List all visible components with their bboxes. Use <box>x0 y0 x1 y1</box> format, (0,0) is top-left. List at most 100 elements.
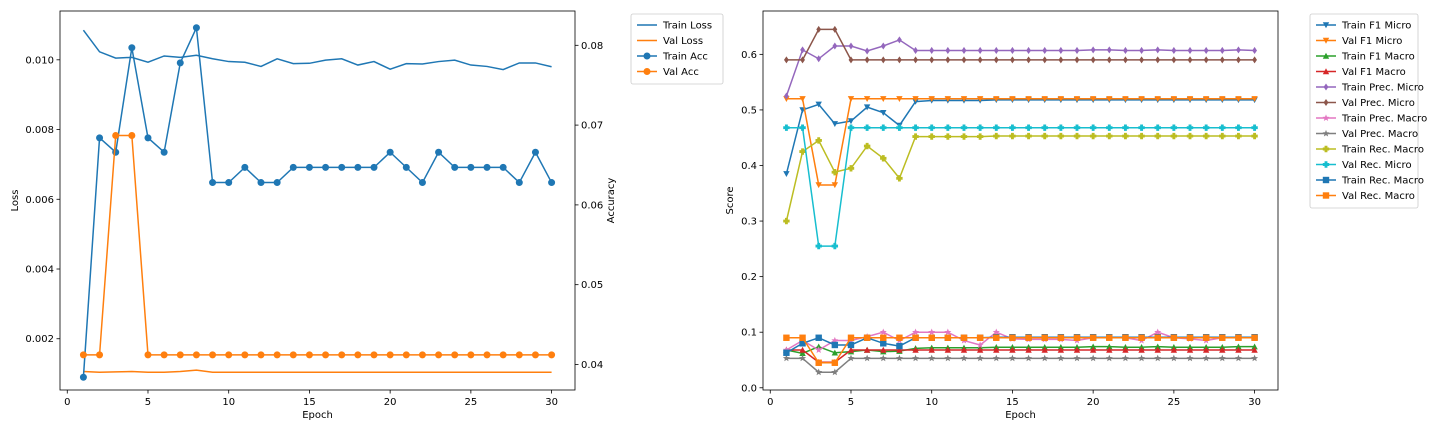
data-point <box>912 334 919 341</box>
data-point <box>880 56 886 64</box>
x-axis-label: Epoch <box>1005 410 1036 421</box>
data-point <box>1010 46 1015 54</box>
x-tick-label: 25 <box>1168 397 1181 408</box>
data-point <box>912 354 920 362</box>
series-line <box>785 39 1255 97</box>
y-tick-label-right: 0.08 <box>581 41 603 52</box>
data-point <box>1138 96 1145 103</box>
data-point <box>1057 96 1065 103</box>
data-point <box>976 96 984 103</box>
legend-item: Train Rec. Macro <box>1316 145 1424 156</box>
data-point <box>515 351 523 359</box>
data-point <box>370 163 378 171</box>
data-point <box>1139 56 1144 64</box>
data-point <box>832 42 838 50</box>
data-point <box>1041 124 1048 131</box>
data-point <box>816 55 822 63</box>
data-point <box>1202 132 1210 140</box>
legend-marker <box>1322 52 1330 59</box>
data-point <box>1025 132 1032 140</box>
data-point <box>944 328 952 336</box>
legend-item: Train F1 Macro <box>1316 52 1415 63</box>
data-point <box>192 24 200 32</box>
data-point <box>1202 346 1210 353</box>
data-point <box>1235 124 1242 131</box>
data-point <box>322 163 330 171</box>
series-train-f1-micro <box>783 97 1258 178</box>
data-point <box>1170 346 1178 353</box>
data-point <box>402 351 410 359</box>
data-point <box>863 104 871 111</box>
legend-label: Train Rec. Macro <box>1341 145 1424 156</box>
x-tick-label: 10 <box>925 397 938 408</box>
data-point <box>913 46 918 54</box>
data-point <box>1251 346 1258 353</box>
data-point <box>1106 346 1113 353</box>
data-point <box>783 217 790 225</box>
y-axis-left: 0.002 0.004 0.006 0.008 0.010 <box>25 55 60 345</box>
legend-label: Val Prec. Micro <box>1342 98 1415 109</box>
y-tick-label: 0.0 <box>741 383 757 394</box>
data-point <box>783 124 790 131</box>
data-point <box>531 351 539 359</box>
data-point <box>960 124 968 131</box>
data-point <box>160 148 168 156</box>
data-point <box>1106 132 1113 140</box>
data-point <box>993 46 999 54</box>
x-tick-label: 0 <box>64 397 70 408</box>
data-point <box>1121 354 1129 362</box>
data-point <box>993 56 999 64</box>
data-point <box>1186 334 1194 341</box>
data-point <box>928 328 936 336</box>
data-point <box>144 351 152 359</box>
data-point <box>1122 124 1129 131</box>
data-point <box>928 354 936 362</box>
data-point <box>1186 124 1194 131</box>
data-point <box>1170 96 1178 103</box>
data-point <box>993 334 1000 341</box>
data-point <box>160 351 168 359</box>
data-point <box>1202 334 1210 341</box>
data-point <box>912 133 919 140</box>
data-point <box>928 346 935 353</box>
data-point <box>783 171 790 178</box>
data-point <box>815 182 822 189</box>
data-point <box>831 359 839 366</box>
y-tick-label: 0.002 <box>25 334 54 345</box>
data-point <box>1154 343 1161 350</box>
data-point <box>879 354 887 362</box>
data-point <box>1025 346 1032 353</box>
data-point <box>176 59 184 67</box>
data-point <box>929 56 935 64</box>
data-point <box>847 334 855 341</box>
legend-item: Train Rec. Macro <box>1316 176 1424 187</box>
data-point <box>1009 346 1016 353</box>
plot-frame <box>59 10 576 391</box>
data-point <box>800 46 805 54</box>
data-point <box>225 179 233 187</box>
data-point <box>863 96 871 103</box>
data-point <box>960 96 968 103</box>
data-point <box>1186 346 1194 353</box>
data-point <box>912 96 919 103</box>
data-point <box>944 96 952 103</box>
data-point <box>960 346 968 353</box>
x-axis: 0 5 10 15 20 25 30 <box>767 390 1261 408</box>
y-tick-label-right: 0.07 <box>581 121 603 132</box>
data-point <box>1106 56 1112 64</box>
legend-label: Train Loss <box>662 21 712 32</box>
data-point <box>831 349 839 356</box>
data-point <box>992 328 1000 336</box>
data-point <box>1236 56 1241 64</box>
data-point <box>1041 132 1048 140</box>
data-point <box>1026 56 1031 64</box>
data-point <box>1057 354 1065 362</box>
legend-item: Train Acc <box>637 52 708 63</box>
x-tick-label: 30 <box>1248 397 1261 408</box>
data-point <box>1171 56 1177 64</box>
legend-box <box>1309 13 1419 209</box>
legend-label: Val F1 Macro <box>1342 67 1406 78</box>
legend-marker <box>1323 98 1329 107</box>
data-point <box>354 163 362 171</box>
data-point <box>1235 132 1242 140</box>
